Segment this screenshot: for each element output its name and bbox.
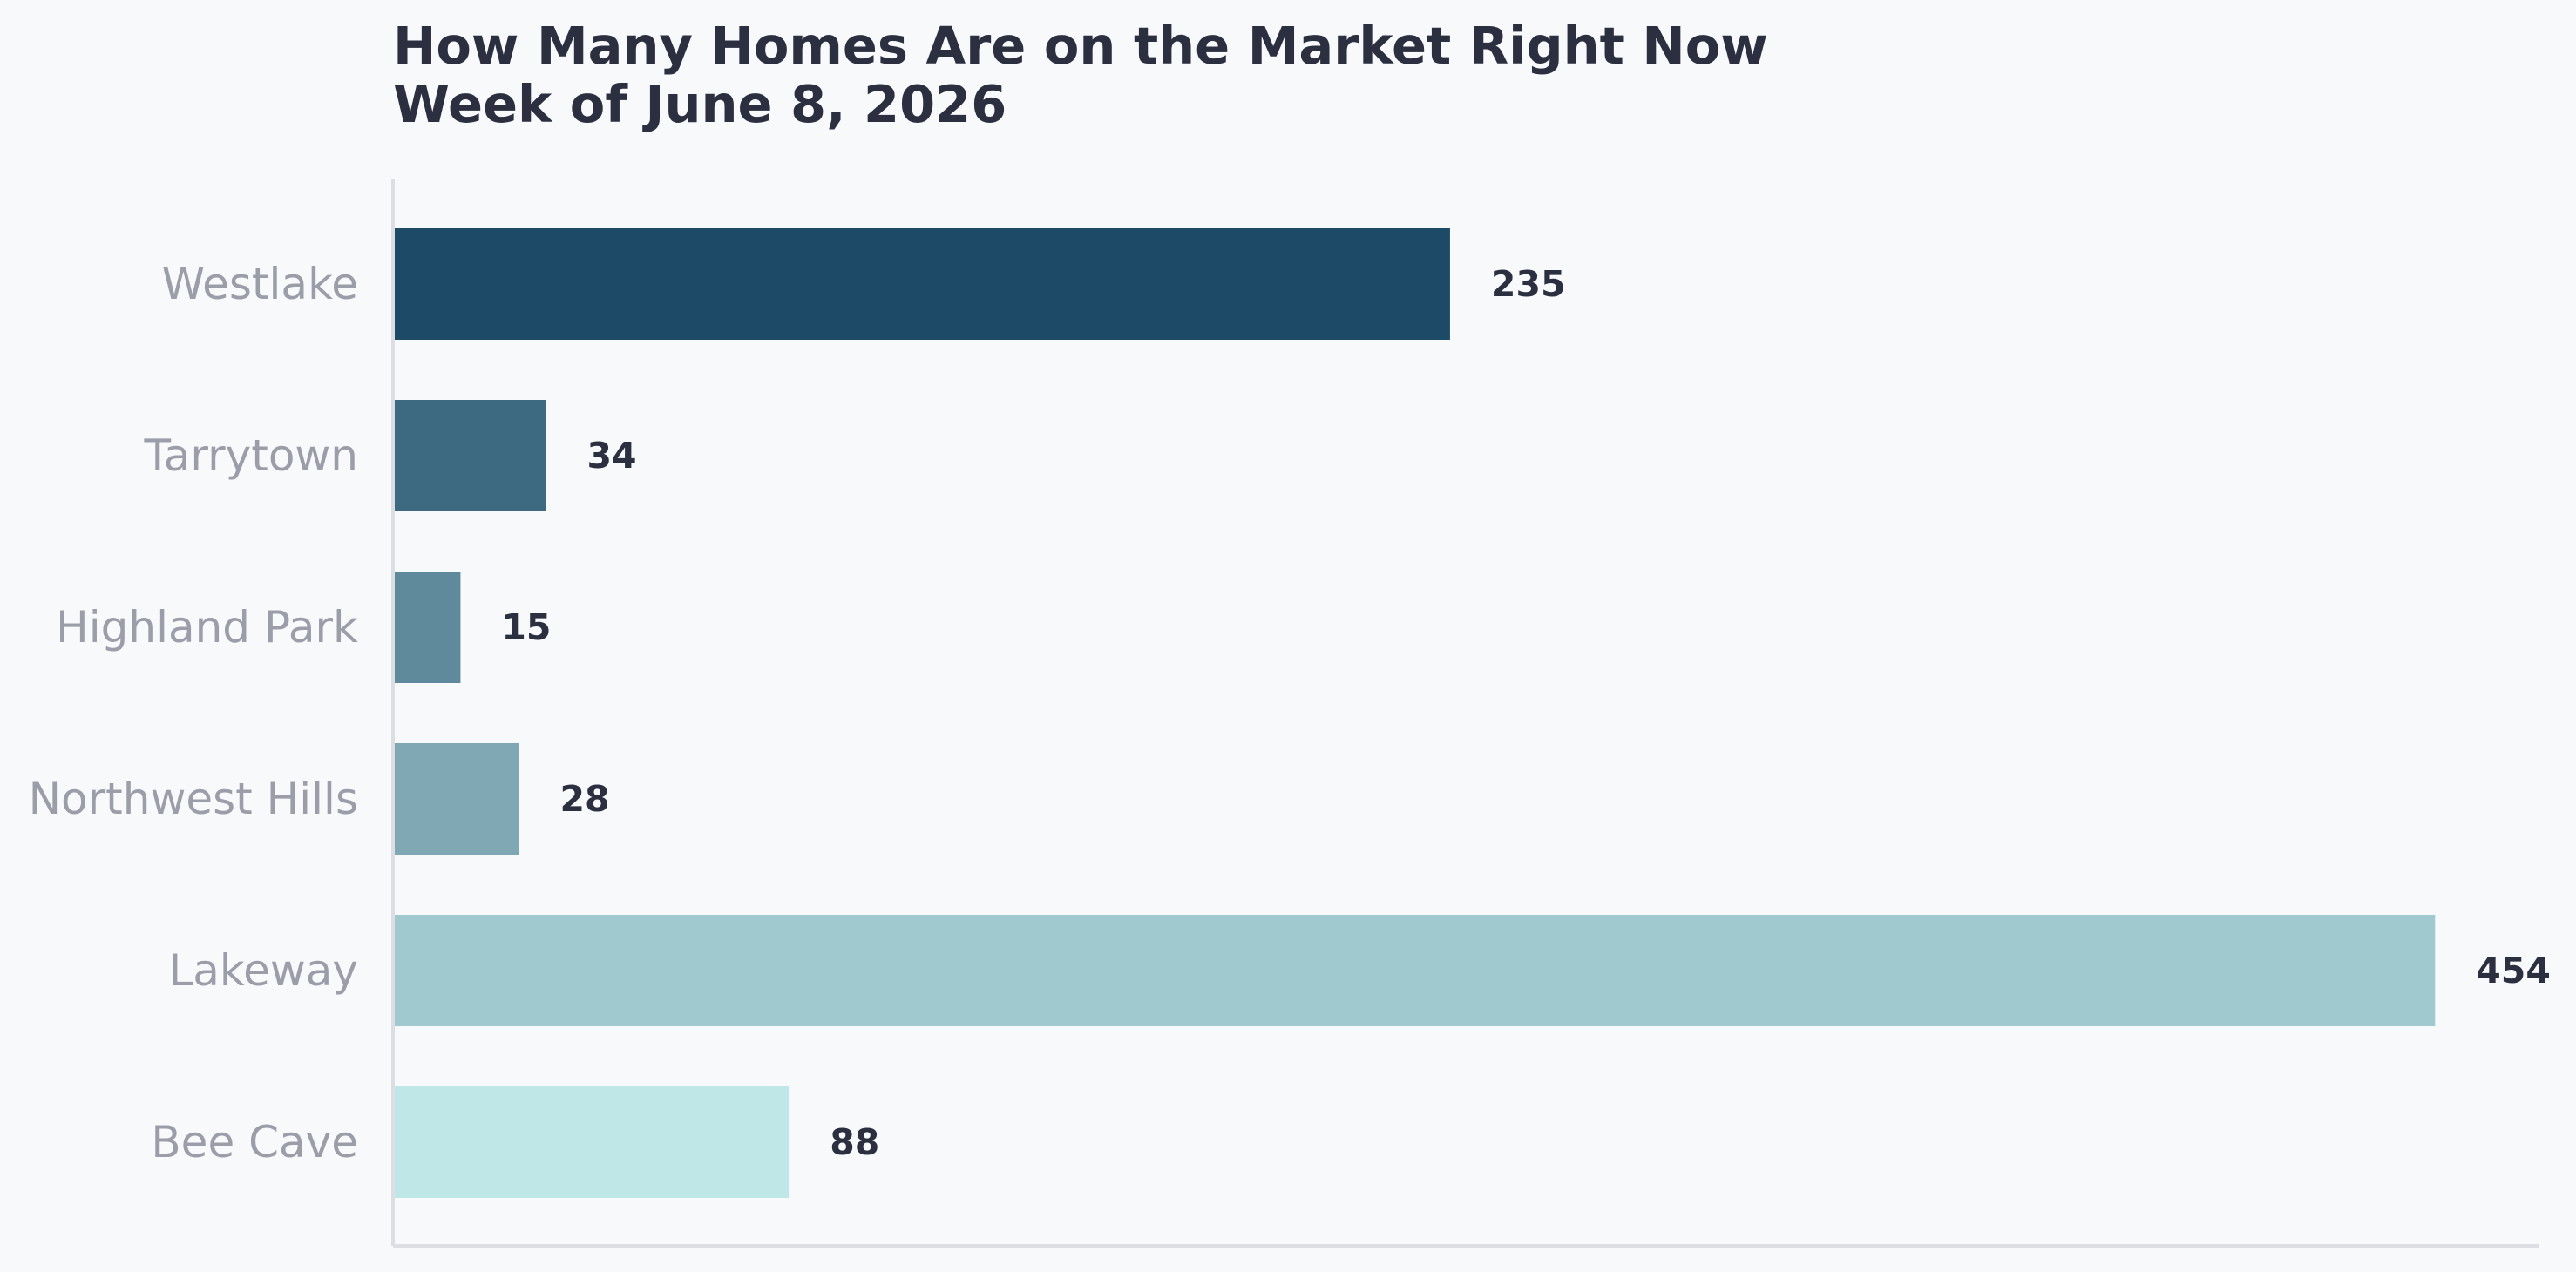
category-label: Northwest Hills xyxy=(29,774,358,824)
bar-bee-cave xyxy=(393,1086,790,1198)
category-label: Tarrytown xyxy=(143,430,358,481)
value-label: 34 xyxy=(586,435,636,477)
bar-tarrytown xyxy=(393,400,546,511)
category-label: Bee Cave xyxy=(151,1117,358,1167)
value-label: 88 xyxy=(830,1121,879,1163)
category-label: Westlake xyxy=(162,259,358,309)
value-label: 454 xyxy=(2476,950,2551,991)
bar-lakeway xyxy=(393,915,2436,1026)
bar-highland-park xyxy=(393,572,461,683)
category-label: Highland Park xyxy=(56,602,358,653)
category-label: Lakeway xyxy=(168,945,358,996)
bar-westlake xyxy=(393,228,1450,340)
value-label: 15 xyxy=(501,606,551,648)
chart-subtitle: Week of June 8, 2026 xyxy=(393,74,1007,134)
bars-layer: Westlake 235 Tarrytown 34 Highland Park 15 Nor… xyxy=(29,228,2551,1198)
chart-title-line-1: How Many Homes Are on the Market Right N… xyxy=(393,16,1768,76)
value-label: 235 xyxy=(1491,263,1566,305)
bar-northwest-hills xyxy=(393,743,519,855)
value-label: 28 xyxy=(560,778,610,820)
